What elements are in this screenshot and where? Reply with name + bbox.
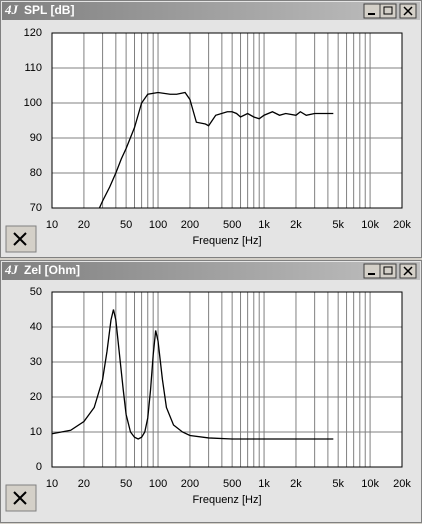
window-title: Zel [Ohm] [24,263,80,277]
x-tick-label: 500 [223,478,241,490]
x-tick-label: 20k [393,219,411,231]
plot-area [52,33,402,208]
x-axis-label: Frequenz [Hz] [192,235,261,247]
y-tick-label: 80 [30,167,42,179]
y-tick-label: 0 [36,461,42,473]
x-tick-label: 100 [149,478,167,490]
x-tick-label: 10k [361,219,379,231]
x-tick-label: 200 [181,219,199,231]
x-tick-label: 100 [149,219,167,231]
x-tick-label: 10 [46,478,58,490]
y-tick-label: 90 [30,132,42,144]
x-tick-label: 1k [258,478,270,490]
close-chart-button[interactable] [5,225,37,253]
x-tick-label: 5k [332,478,344,490]
x-tick-label: 10 [46,219,58,231]
data-line [98,91,334,209]
x-tick-label: 2k [290,478,302,490]
x-tick-label: 50 [120,478,132,490]
x-tick-label: 500 [223,219,241,231]
app-icon: 4J [4,262,19,277]
x-tick-label: 20 [78,478,90,490]
y-tick-label: 20 [30,391,42,403]
close-chart-button[interactable] [5,484,37,512]
x-tick-label: 2k [290,219,302,231]
plot-border [51,32,403,209]
x-tick-label: 20 [78,219,90,231]
y-tick-label: 70 [30,202,42,214]
window-title: SPL [dB] [24,3,74,17]
app-icon: 4J [4,2,19,17]
y-tick-label: 100 [24,97,42,109]
x-tick-label: 10k [361,478,379,490]
x-tick-label: 5k [332,219,344,231]
y-tick-label: 10 [30,426,42,438]
y-tick-label: 120 [24,27,42,39]
plot-area [52,292,402,467]
y-tick-label: 110 [24,62,42,74]
y-tick-label: 30 [30,356,42,368]
x-tick-label: 1k [258,219,270,231]
window-buttons[interactable] [363,3,417,19]
x-tick-label: 200 [181,478,199,490]
y-tick-label: 40 [30,321,42,333]
data-line [51,309,334,440]
x-tick-label: 20k [393,478,411,490]
window-buttons[interactable] [363,263,417,279]
plot-border [51,291,403,468]
x-tick-label: 50 [120,219,132,231]
y-tick-label: 50 [30,286,42,298]
x-axis-label: Frequenz [Hz] [192,494,261,506]
